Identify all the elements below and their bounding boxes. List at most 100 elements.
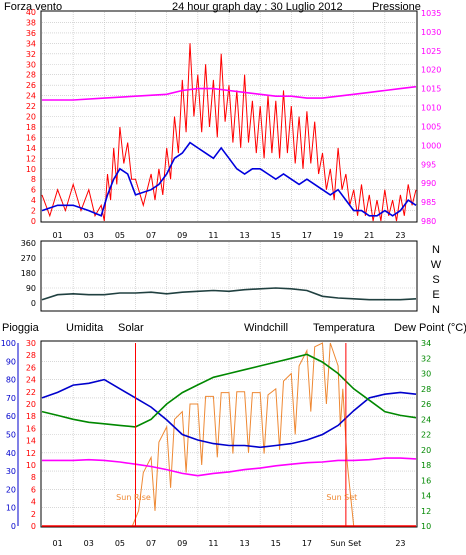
climate-x-tick-label: 17 (302, 539, 312, 548)
temperature-y-tick-label: 30 (421, 370, 431, 379)
temperature-y-tick-label: 20 (421, 446, 431, 455)
pressure-y-tick-label: 1010 (421, 104, 441, 113)
wind-x-tick-label: 15 (271, 231, 281, 240)
legend-solar: Solar (118, 322, 144, 334)
rain-y-tick-label: 26 (26, 363, 36, 372)
climate-x-tick-label: 15 (271, 539, 281, 548)
humidity-series (41, 378, 417, 449)
wind-y-tick-label: 24 (26, 92, 36, 101)
pressure-y-tick-label: 990 (421, 179, 436, 188)
wind-y-tick-label: 26 (26, 81, 36, 90)
wind-y-tick-label: 28 (26, 71, 36, 80)
pressure-y-tick-label: 1015 (421, 85, 441, 94)
temperature-y-tick-label: 10 (421, 522, 431, 531)
pressure-axis-title: Pressione (372, 1, 421, 13)
temperature-y-tick-label: 24 (421, 415, 431, 424)
rain-y-tick-label: 16 (26, 424, 36, 433)
wind-y-tick-label: 16 (26, 133, 36, 142)
rain-y-tick-label: 22 (26, 388, 36, 397)
rain-y-tick-label: 2 (31, 510, 36, 519)
rain-y-tick-label: 6 (31, 485, 36, 494)
wind-x-tick-label: 19 (333, 231, 343, 240)
wind-x-tick-label: 23 (395, 231, 405, 240)
wind-axis-title: Forza vento (4, 1, 62, 13)
climate-x-tick-label: 11 (208, 539, 218, 548)
wind-x-tick-label: 13 (239, 231, 249, 240)
rain-y-tick-label: 8 (31, 473, 36, 482)
pressure-y-tick-label: 980 (421, 217, 436, 226)
humidity-y-tick-label: 70 (6, 394, 16, 403)
wind-y-tick-label: 0 (31, 217, 36, 226)
wind-x-tick-label: 21 (364, 231, 374, 240)
humidity-y-tick-label: 40 (6, 449, 16, 458)
rain-y-tick-label: 0 (31, 522, 36, 531)
humidity-y-tick-label: 30 (6, 467, 16, 476)
climate-x-tick-label: 23 (395, 539, 405, 548)
temperature-y-tick-label: 22 (421, 431, 431, 440)
wind-y-tick-label: 22 (26, 102, 36, 111)
dew-point-series (42, 457, 417, 477)
wind-x-tick-label: 05 (115, 231, 125, 240)
temperature-y-tick-label: 34 (421, 339, 431, 348)
wind-y-tick-label: 38 (26, 18, 36, 27)
climate-x-tick-label: 13 (239, 539, 249, 548)
pressure-y-tick-label: 1030 (421, 28, 441, 37)
wind-y-tick-label: 12 (26, 154, 36, 163)
rain-y-tick-label: 14 (26, 437, 36, 446)
legend-dew-point: Dew Point (°C) (394, 322, 466, 334)
temperature-series (41, 353, 417, 428)
temperature-y-tick-label: 12 (421, 507, 431, 516)
direction-y-tick-label: 0 (31, 299, 36, 308)
rain-y-tick-label: 18 (26, 412, 36, 421)
humidity-y-tick-label: 80 (6, 376, 16, 385)
rain-y-tick-label: 4 (31, 498, 36, 507)
wind-x-tick-label: 01 (52, 231, 62, 240)
humidity-y-tick-label: 100 (1, 339, 16, 348)
temperature-y-tick-label: 28 (421, 385, 431, 394)
humidity-y-tick-label: 90 (6, 357, 16, 366)
compass-label: S (432, 274, 439, 286)
wind-x-tick-label: 11 (208, 231, 218, 240)
wind-direction-series (41, 287, 417, 301)
climate-x-tick-label: 09 (177, 539, 187, 548)
temperature-y-tick-label: 18 (421, 461, 431, 470)
legend-windchill: Windchill (244, 322, 288, 334)
direction-y-tick-label: 90 (26, 284, 36, 293)
wind-x-tick-label: 17 (302, 231, 312, 240)
temperature-y-tick-label: 26 (421, 400, 431, 409)
compass-label: W (431, 259, 442, 271)
wind-y-tick-label: 6 (31, 186, 36, 195)
rain-y-tick-label: 28 (26, 351, 36, 360)
temperature-y-tick-label: 14 (421, 492, 431, 501)
solar-series (42, 342, 416, 527)
wind-y-tick-label: 8 (31, 175, 36, 184)
wind-average-series (41, 141, 417, 217)
temperature-y-tick-label: 16 (421, 476, 431, 485)
rain-y-tick-label: 24 (26, 376, 36, 385)
rain-y-tick-label: 30 (26, 339, 36, 348)
wind-x-tick-label: 07 (146, 231, 156, 240)
wind-y-tick-label: 30 (26, 60, 36, 69)
pressure-y-tick-label: 1025 (421, 47, 441, 56)
humidity-y-tick-label: 20 (6, 485, 16, 494)
sun-set-annotation: Sun Set (326, 493, 357, 502)
humidity-y-tick-label: 50 (6, 431, 16, 440)
climate-x-tick-label: 07 (146, 539, 156, 548)
humidity-y-tick-label: 10 (6, 504, 16, 513)
wind-x-tick-label: 03 (84, 231, 94, 240)
compass-label: E (432, 289, 439, 301)
wind-y-tick-label: 18 (26, 123, 36, 132)
pressure-y-tick-label: 1035 (421, 9, 441, 18)
pressure-series (42, 85, 417, 101)
pressure-y-tick-label: 985 (421, 198, 436, 207)
rain-y-tick-label: 20 (26, 400, 36, 409)
wind-y-tick-label: 10 (26, 165, 36, 174)
compass-label: N (432, 244, 440, 256)
pressure-y-tick-label: 1005 (421, 122, 441, 131)
pressure-y-tick-label: 1000 (421, 141, 441, 150)
wind-y-tick-label: 14 (26, 144, 36, 153)
wind-y-tick-label: 36 (26, 29, 36, 38)
legend-rain: Pioggia (2, 322, 40, 334)
wind-y-tick-label: 4 (31, 196, 36, 205)
